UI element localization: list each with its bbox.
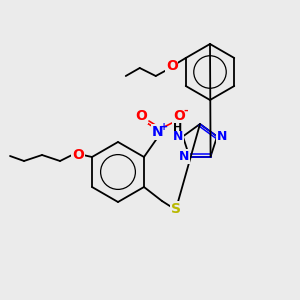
- Text: O: O: [166, 59, 178, 73]
- Text: N: N: [152, 125, 164, 139]
- Text: H: H: [173, 123, 182, 134]
- Text: S: S: [171, 202, 181, 216]
- Text: O: O: [135, 109, 147, 123]
- Text: N: N: [173, 130, 183, 143]
- Text: +: +: [160, 122, 168, 132]
- Text: -: -: [184, 106, 188, 116]
- Text: N: N: [179, 150, 190, 163]
- Text: O: O: [173, 109, 185, 123]
- Text: O: O: [72, 148, 84, 162]
- Text: N: N: [217, 130, 227, 143]
